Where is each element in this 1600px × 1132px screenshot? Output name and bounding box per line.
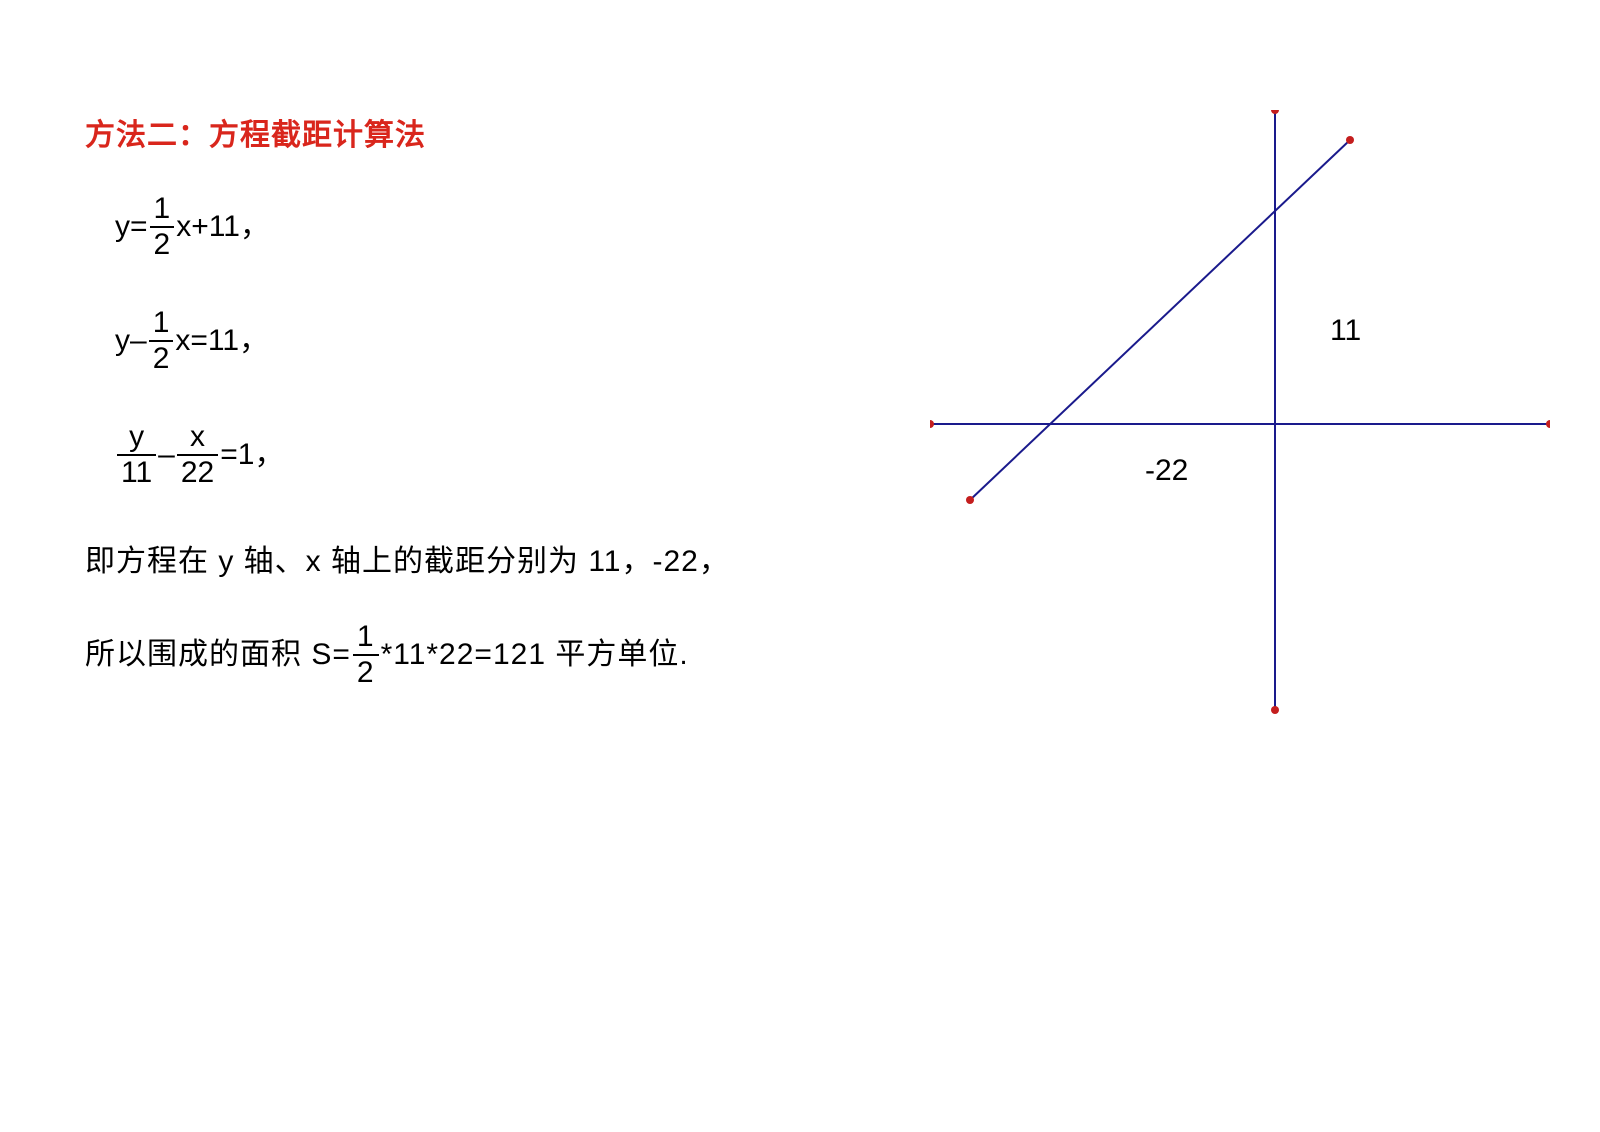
intercept-diagram: 11 -22: [930, 110, 1550, 750]
eq3-frac2-numerator: x: [186, 422, 209, 454]
watermark-url: jingyan.baidu.com: [1304, 1066, 1550, 1092]
diagram-point: [1271, 706, 1279, 714]
eq3-fraction-2: x 22: [177, 422, 218, 488]
eq2-pre: y–: [115, 326, 147, 356]
watermark: Baidu 经验 jingyan.baidu.com: [1304, 1013, 1550, 1092]
eq2-numerator: 1: [149, 308, 174, 340]
diagram-point: [1546, 420, 1550, 428]
eq2-denominator: 2: [149, 340, 174, 374]
eq2-fraction: 1 2: [149, 308, 174, 374]
eq3-fraction-1: y 11: [117, 422, 156, 488]
eq3-frac1-numerator: y: [125, 422, 148, 454]
diagram-point: [966, 496, 974, 504]
diagram-point: [1271, 110, 1279, 114]
diagram-point: [930, 420, 934, 428]
eq1-fraction: 1 2: [150, 194, 175, 260]
eq2-post: x=11，: [175, 326, 269, 356]
area-fraction: 1 2: [353, 622, 379, 688]
area-pre: 所以围成的面积 S=: [85, 640, 351, 670]
paw-icon: [1304, 1020, 1350, 1062]
eq3-frac2-denominator: 22: [177, 454, 218, 488]
eq3-frac1-denominator: 11: [117, 454, 156, 488]
diagram-line: [970, 140, 1350, 500]
eq3-post: =1，: [220, 440, 284, 470]
eq1-numerator: 1: [150, 194, 175, 226]
area-frac-denominator: 2: [353, 654, 379, 688]
diagram-label: 11: [1330, 314, 1361, 347]
diagram-point: [1346, 136, 1354, 144]
eq1-denominator: 2: [150, 226, 175, 260]
diagram-label: -22: [1145, 454, 1188, 487]
eq3-mid: –: [158, 440, 175, 470]
watermark-brand-cn: 经验: [1482, 1013, 1550, 1062]
area-frac-numerator: 1: [353, 622, 379, 654]
eq1-pre: y=: [115, 212, 148, 242]
eq1-post: x+11，: [176, 212, 270, 242]
area-post: *11*22=121 平方单位.: [381, 640, 689, 670]
watermark-brand: Baidu: [1360, 1017, 1476, 1062]
